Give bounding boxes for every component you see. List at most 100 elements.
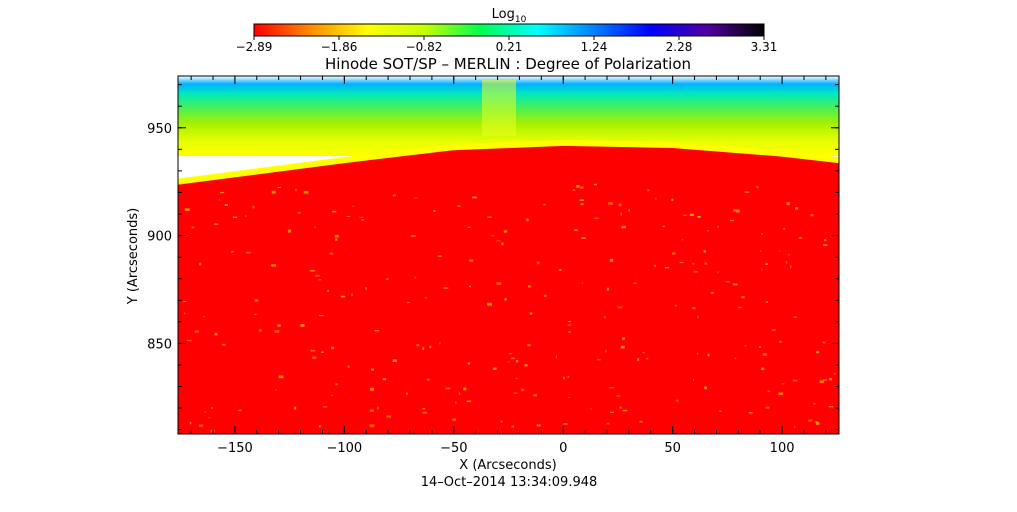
disk-speckle	[606, 287, 609, 291]
disk-speckle	[392, 359, 397, 362]
disk-speckle	[329, 252, 334, 255]
disk-speckle	[524, 364, 528, 367]
disk-speckle	[258, 329, 262, 332]
disk-speckle	[783, 227, 786, 230]
disk-speckle	[323, 406, 328, 408]
disk-speckle	[610, 411, 614, 413]
disk-speckle	[347, 365, 350, 368]
disk-speckle	[707, 353, 710, 357]
disk-speckle	[327, 289, 330, 292]
disk-speckle	[719, 410, 722, 412]
disk-speckle	[654, 264, 656, 268]
disk-speckle	[335, 383, 338, 386]
disk-speckle	[579, 199, 585, 201]
x-axis-ticks: −150 −100 −50 0 50 100	[190, 76, 827, 456]
plot-area	[178, 76, 839, 434]
disk-speckle	[576, 185, 580, 188]
disk-speckle	[785, 261, 788, 264]
disk-speckle	[738, 306, 742, 309]
x-tick-label: −100	[326, 441, 362, 456]
disk-speckle	[361, 219, 364, 221]
disk-speckle	[558, 269, 562, 271]
disk-speckle	[568, 331, 571, 333]
disk-speckle	[761, 268, 763, 271]
disk-speckle	[655, 197, 657, 200]
disk-speckle	[622, 337, 625, 340]
disk-speckle	[359, 216, 364, 218]
disk-speckle	[457, 205, 461, 207]
disk-speckle	[748, 412, 753, 414]
y-tick-label: 850	[147, 337, 172, 352]
disk-speckle	[693, 378, 695, 381]
disk-speckle	[321, 351, 324, 353]
disk-speckle	[762, 353, 767, 356]
disk-speckle	[765, 406, 770, 409]
disk-speckle	[318, 279, 322, 281]
disk-speckle	[761, 367, 765, 371]
disk-speckle	[609, 387, 615, 389]
disk-speckle	[199, 262, 202, 266]
disk-speckle	[563, 376, 565, 380]
disk-speckle	[609, 258, 614, 262]
disk-speckle	[310, 269, 315, 272]
disk-speckle	[744, 191, 750, 194]
disk-speckle	[606, 422, 610, 425]
y-tick-label: 950	[147, 122, 172, 137]
colorbar-tick-label: 0.21	[496, 40, 523, 54]
disk-speckle	[628, 209, 630, 212]
disk-speckle	[567, 376, 570, 378]
disk-speckle	[386, 415, 391, 418]
disk-speckle	[581, 237, 586, 239]
disk-speckle	[331, 394, 333, 396]
x-tick-label: 100	[770, 441, 795, 456]
disk-speckle	[232, 216, 238, 219]
disk-speckle	[568, 321, 571, 323]
disk-speckle	[220, 191, 225, 194]
disk-speckle	[253, 313, 257, 315]
disk-speckle	[439, 341, 441, 345]
disk-speckle	[312, 356, 317, 359]
disk-speckle	[808, 419, 813, 422]
disk-speckle	[605, 349, 607, 353]
disk-speckle	[794, 426, 796, 428]
disk-speckle	[703, 250, 706, 253]
disk-speckle	[679, 261, 684, 264]
colorbar	[253, 23, 765, 37]
disk-speckle	[734, 357, 737, 360]
disk-speckle	[295, 188, 297, 192]
disk-speckle	[433, 210, 436, 212]
disk-speckle	[778, 392, 783, 395]
disk-speckle	[458, 392, 461, 395]
disk-speckle	[413, 197, 419, 199]
disk-speckle	[781, 383, 785, 385]
disk-speckle	[543, 294, 547, 297]
disk-speckle	[833, 373, 836, 375]
disk-speckle	[231, 251, 234, 253]
disk-speckle	[376, 406, 379, 410]
disk-speckle	[683, 214, 687, 216]
disk-speckle	[277, 324, 281, 327]
limb-edge	[178, 139, 839, 185]
colorbar-tick-label: 1.24	[581, 40, 608, 54]
disk-speckle	[335, 238, 338, 241]
disk-speckle	[526, 218, 529, 222]
disk-speckle	[824, 239, 827, 242]
disk-speckle	[429, 345, 432, 349]
disk-speckle	[294, 406, 297, 410]
solar-disk	[178, 142, 839, 434]
disk-speckle	[529, 312, 533, 315]
disk-speckle	[468, 285, 471, 288]
disk-speckle	[237, 409, 242, 411]
disk-speckle	[219, 199, 221, 201]
disk-speckle	[619, 406, 622, 409]
disk-speckle	[733, 209, 737, 212]
disk-speckle	[725, 281, 730, 283]
disk-speckle	[487, 216, 492, 218]
disk-speckle	[620, 212, 622, 216]
disk-speckle	[310, 349, 316, 352]
disk-speckle	[224, 204, 228, 206]
disk-speckle	[204, 411, 206, 413]
disk-speckle	[710, 291, 715, 294]
disk-speckle	[815, 422, 820, 425]
